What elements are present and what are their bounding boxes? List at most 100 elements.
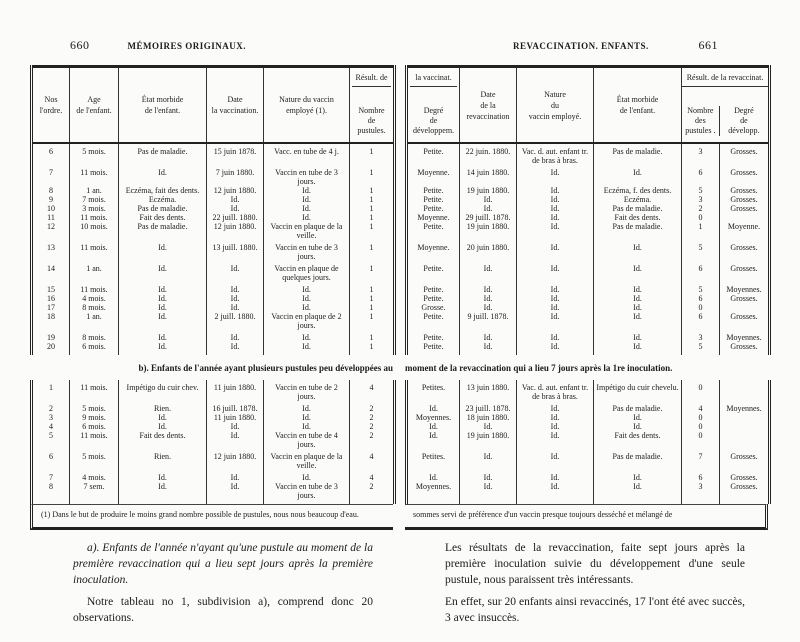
etat-morbide: Id.: [118, 312, 207, 330]
age: 4 mois.: [69, 473, 119, 482]
date-revaccination: 22 juin. 1880.: [459, 147, 517, 165]
degre-developpement: Petite.: [405, 333, 460, 342]
date-vaccination: Id.: [206, 482, 264, 500]
nature-vaccin-revacc: Id.: [516, 243, 594, 261]
row-number: 12: [30, 222, 70, 240]
degre-revacc: Moyennes.: [718, 333, 772, 342]
nature-vaccin: Id.: [263, 473, 350, 482]
header-age: Age de l'enfant.: [69, 65, 119, 144]
nature-vaccin: Id.: [263, 303, 350, 312]
nombre-pustules: 1: [349, 147, 396, 165]
header-date: Date la vaccination.: [206, 65, 264, 144]
date-vaccination: Id.: [206, 195, 264, 204]
nombre-pustules: 1: [349, 243, 396, 261]
nombre-pustules-revacc: 3: [681, 195, 720, 204]
etat-morbide-revacc: Pas de maladie.: [593, 204, 682, 213]
etat-morbide: Id.: [118, 473, 207, 482]
nature-vaccin-revacc: Vac. d. aut. enfant tr. de bras à bras.: [516, 147, 594, 165]
nombre-pustules-revacc: 5: [681, 186, 720, 195]
etat-morbide: Pas de maladie.: [118, 204, 207, 213]
section-b-heading-left: b). Enfants de l'année ayant plusieurs p…: [138, 363, 393, 373]
degre-developpement: Moyennes.: [405, 413, 460, 422]
table-subdivision-b: 1 11 mois. Impétigo du cuir chev. 11 juin 1…: [30, 380, 771, 504]
degre-developpement: Moyenne.: [405, 168, 460, 186]
nombre-pustules-revacc: 0: [681, 413, 720, 422]
nature-vaccin: Vaccin en tube de 2 jours.: [263, 383, 350, 401]
nombre-pustules: 1: [349, 303, 396, 312]
age: 5 mois.: [69, 404, 119, 413]
degre-revacc: [719, 413, 771, 422]
header-result-revacc: Résult. de la revaccinat. Nombre des pustu…: [680, 65, 772, 144]
nature-vaccin-revacc: Id.: [516, 213, 594, 222]
nature-vaccin-revacc: Id.: [516, 452, 594, 470]
degre-revacc: Grosses.: [718, 195, 772, 204]
nature-vaccin: Vaccin en tube de 3 jours.: [263, 243, 350, 261]
etat-morbide-revacc: Id.: [593, 333, 682, 342]
age: 11 mois.: [69, 431, 119, 449]
nature-vaccin-revacc: Id.: [516, 186, 594, 195]
degre-revacc: Grosses.: [718, 204, 772, 213]
left-paragraph: Notre tableau no 1, subdivision a), comp…: [73, 596, 373, 624]
degre-developpement: Id.: [405, 431, 460, 449]
nombre-pustules: 1: [349, 204, 396, 213]
nature-vaccin-revacc: Id.: [516, 413, 594, 422]
nature-vaccin: Id.: [263, 285, 350, 294]
table-row: 14 1 an. Id. Id. Vaccin en plaque de quelque…: [30, 264, 772, 282]
age: 11 mois.: [69, 243, 119, 261]
date-vaccination: 7 juin 1880.: [206, 168, 264, 186]
etat-morbide-revacc: Impétigo du cuir chevelu.: [593, 383, 682, 401]
date-vaccination: Id.: [206, 285, 264, 294]
left-body: a). Enfants de l'année n'ayant qu'une pu…: [73, 540, 373, 632]
row-number: 8: [30, 186, 70, 195]
nombre-pustules: 1: [349, 195, 396, 204]
nombre-pustules: 2: [349, 482, 396, 500]
degre-developpement: Petite.: [405, 195, 460, 204]
age: 6 mois.: [69, 342, 119, 351]
date-vaccination: 11 juin 1880.: [206, 383, 264, 401]
nature-vaccin: Vaccin en plaque de la veille.: [263, 452, 350, 470]
footnote-right: sommes servi de préférence d'un vaccin p…: [405, 504, 768, 530]
row-number: 15: [30, 285, 70, 294]
age: 11 mois.: [69, 285, 119, 294]
table-row: 10 3 mois. Pas de maladie. Id. Id. 1 Petite. Id…: [30, 204, 772, 213]
nombre-pustules: 2: [349, 431, 396, 449]
nature-vaccin: Vacc. en tube de 4 j.: [263, 147, 350, 165]
date-revaccination: 29 juill. 1878.: [459, 213, 517, 222]
degre-developpement: Petite.: [405, 186, 460, 195]
etat-morbide: Id.: [118, 482, 207, 500]
nombre-pustules-revacc: 5: [681, 342, 720, 351]
etat-morbide-revacc: Fait des dents.: [593, 213, 682, 222]
nature-vaccin-revacc: Id.: [516, 422, 594, 431]
nature-vaccin: Vaccin en tube de 3 jours.: [263, 168, 350, 186]
etat-morbide: Id.: [118, 285, 207, 294]
nature-vaccin-revacc: Id.: [516, 264, 594, 282]
degre-developpement: Id.: [405, 404, 460, 413]
degre-developpement: Petite.: [405, 222, 460, 240]
degre-revacc: [719, 431, 771, 449]
nombre-pustules: 1: [349, 312, 396, 330]
table-header: Nos l'ordre. Age de l'enfant. État morbide…: [30, 65, 772, 144]
table-row: 17 8 mois. Id. Id. Id. 1 Grosse. Id. Id. Id. 0: [30, 303, 772, 312]
header-date-revacc: Date de la revaccination: [459, 65, 517, 144]
nombre-pustules: 1: [349, 342, 396, 351]
table-row: 18 1 an. Id. 2 juill. 1880. Vaccin en plaque…: [30, 312, 772, 330]
nature-vaccin: Vaccin en plaque de 2 jours.: [263, 312, 350, 330]
etat-morbide: Impétigo du cuir chev.: [118, 383, 207, 401]
nature-vaccin-revacc: Id.: [516, 303, 594, 312]
date-vaccination: 15 juin 1878.: [206, 147, 264, 165]
nature-vaccin: Id.: [263, 213, 350, 222]
degre-developpement: Petites.: [405, 452, 460, 470]
age: 1 an.: [69, 312, 119, 330]
right-paragraph-2: En effet, sur 20 enfants ainsi revacciné…: [445, 596, 745, 624]
age: 7 sem.: [69, 482, 119, 500]
nature-vaccin: Id.: [263, 186, 350, 195]
degre-revacc: Moyennes.: [719, 404, 771, 413]
left-running-title: MÉMOIRES ORIGINAUX.: [127, 41, 247, 51]
date-vaccination: 12 juin 1880.: [206, 452, 264, 470]
etat-morbide: Id.: [118, 264, 207, 282]
